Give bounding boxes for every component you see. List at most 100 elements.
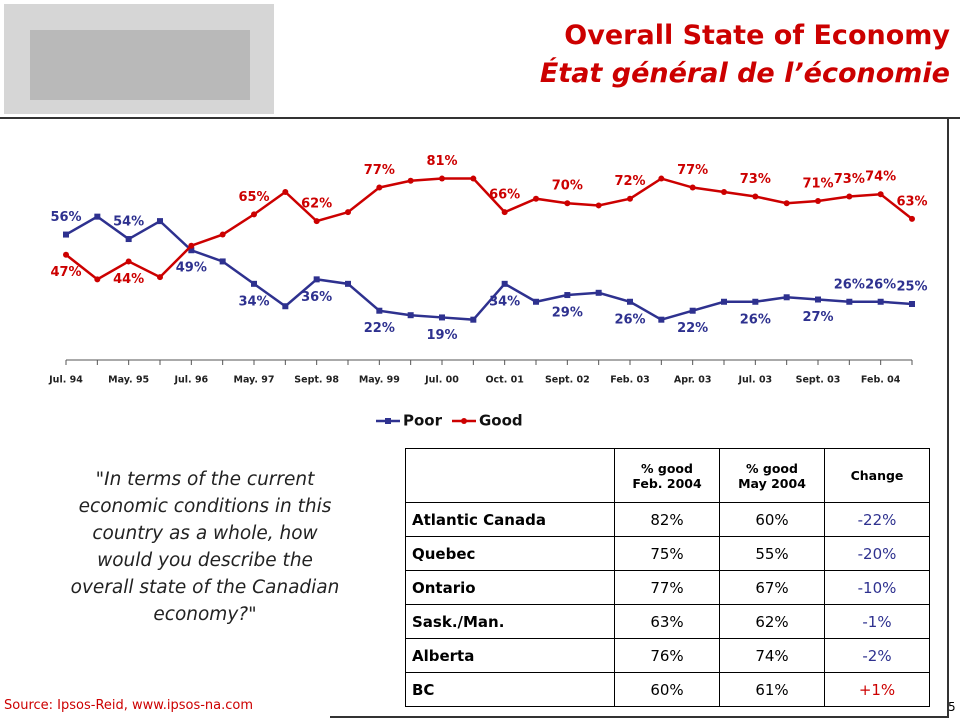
data-label: 65% [238,190,269,205]
cell: +1% [824,672,930,707]
data-label: 26% [740,312,771,327]
table-row: Alberta 76% 74% -2% [405,638,930,673]
data-label: 66% [489,188,520,203]
marker [157,274,163,281]
cell: 67% [719,570,825,605]
marker [627,195,633,202]
marker [439,175,445,182]
marker [752,193,759,200]
cell: -20% [824,536,930,571]
cell: -1% [824,604,930,639]
data-label: 63% [896,194,927,209]
legend-label: Good [479,412,523,430]
marker [63,231,69,238]
marker [783,200,790,207]
legend-label: Poor [403,412,443,430]
data-label: 26% [865,277,896,292]
marker [282,303,289,310]
cell: -2% [824,638,930,673]
marker [501,209,508,216]
column-header: % good Feb. 2004 [614,448,720,503]
row-header: Ontario [405,570,615,605]
row-header: BC [405,672,615,707]
legend-marker [461,418,467,424]
data-label: 27% [802,310,833,325]
marker [188,247,195,254]
row-header: Sask./Man. [405,604,615,639]
x-tick-label: Feb. 04 [861,375,901,386]
data-label: 77% [677,163,708,178]
cell: 74% [719,638,825,673]
cell: 55% [719,536,825,571]
title: Overall State of Economy [564,20,950,51]
data-label: 22% [364,321,395,336]
marker [658,175,665,182]
data-label: 34% [489,294,520,309]
marker [909,301,915,307]
data-label: 34% [238,294,269,309]
cell: 62% [719,604,825,639]
row-header: Atlantic Canada [405,502,615,537]
marker [627,298,633,305]
marker [94,276,101,283]
x-tick-label: Feb. 03 [610,375,649,386]
data-label: 77% [364,163,395,178]
x-tick-label: Oct. 01 [485,375,523,386]
marker [94,213,101,220]
marker [313,218,320,225]
cell: 63% [614,604,720,639]
marker [846,193,853,200]
table-row: Ontario 77% 67% -10% [405,570,930,605]
data-label: 73% [834,172,865,187]
data-label: 70% [552,179,583,194]
marker [282,189,289,195]
x-tick-label: Jul. 94 [48,375,83,386]
marker [689,184,696,191]
marker [752,298,759,305]
data-label: 73% [740,172,771,187]
table-row: Atlantic Canada 82% 60% -22% [405,502,930,537]
cell: 61% [719,672,825,707]
marker [877,298,884,305]
series-line [65,177,913,281]
data-label: 54% [113,215,144,230]
table: % good Feb. 2004% good May 2004 Change Atl… [405,448,930,707]
building-photo-detail [30,30,250,100]
marker [815,197,821,204]
marker [188,242,195,249]
marker [345,280,351,287]
data-label: 74% [865,170,896,185]
question: "In terms of the current economic condit… [70,469,340,625]
marker [376,307,383,314]
header-row: % good Feb. 2004% good May 2004 Change [405,448,930,503]
marker [251,211,257,218]
marker [407,312,414,319]
data-label: 25% [896,280,927,295]
marker [63,251,69,258]
marker [533,298,539,305]
page-number: 5 [948,700,956,714]
data-label: 36% [301,290,332,305]
row-header: Alberta [405,638,615,673]
data-label: 81% [426,154,457,169]
marker [564,200,571,207]
marker [783,294,790,301]
source: Source: Ipsos-Reid, www.ipsos-na.com [4,698,254,713]
x-tick-label: May. 97 [233,375,274,386]
data-label: 26% [614,312,645,327]
data-label: 72% [614,174,645,189]
cell: 60% [614,672,720,707]
legend-marker [385,418,391,424]
x-tick-label: Jul. 03 [737,375,772,386]
subtitle: État général de l’économie [539,58,950,89]
marker [470,175,477,182]
x-tick-label: Sept. 03 [796,375,841,386]
cell: 82% [614,502,720,537]
cell: 75% [614,536,720,571]
marker [815,296,821,303]
column-header: Change [824,448,930,503]
data-label: 26% [834,277,865,292]
marker [376,184,383,191]
marker [846,298,853,305]
x-tick-label: Sept. 98 [294,375,339,386]
